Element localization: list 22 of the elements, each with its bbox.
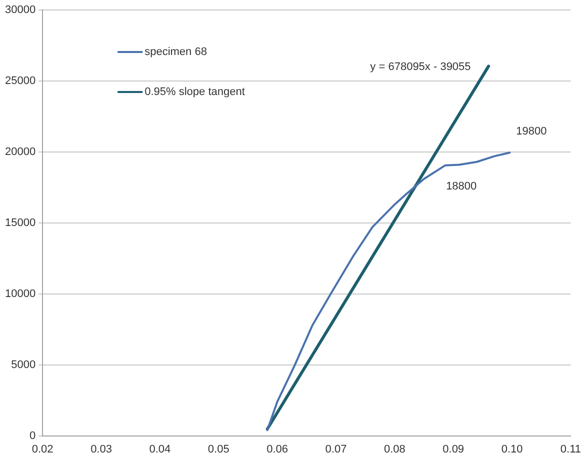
- x-tick-label: 0.09: [442, 443, 464, 456]
- x-tick-label: 0.03: [90, 443, 112, 456]
- x-tick-label: 0.02: [32, 443, 54, 456]
- x-tick-label: 0.05: [208, 443, 230, 456]
- annotation: y = 678095x - 39055: [370, 60, 471, 73]
- x-tick-label: 0.06: [266, 443, 288, 456]
- x-tick-label: 0.08: [384, 443, 406, 456]
- y-tick-label: 0: [29, 430, 36, 442]
- x-tick-label: 0.10: [501, 443, 523, 456]
- x-tick-label: 0.04: [149, 443, 171, 456]
- legend-label: 0.95% slope tangent: [144, 86, 245, 98]
- x-tick-label: 0.07: [325, 443, 347, 456]
- y-tick-label: 25000: [4, 75, 36, 87]
- annotation: 18800: [446, 180, 477, 193]
- annotation: 19800: [516, 125, 547, 138]
- x-tick-label: 0.11: [560, 443, 581, 456]
- y-tick-label: 15000: [4, 216, 36, 229]
- y-tick-label: 5000: [11, 358, 36, 371]
- y-tick-label: 20000: [4, 146, 36, 158]
- legend-label: specimen 68: [144, 46, 207, 58]
- y-tick-label: 10000: [4, 288, 36, 300]
- y-tick-label: 30000: [4, 4, 36, 16]
